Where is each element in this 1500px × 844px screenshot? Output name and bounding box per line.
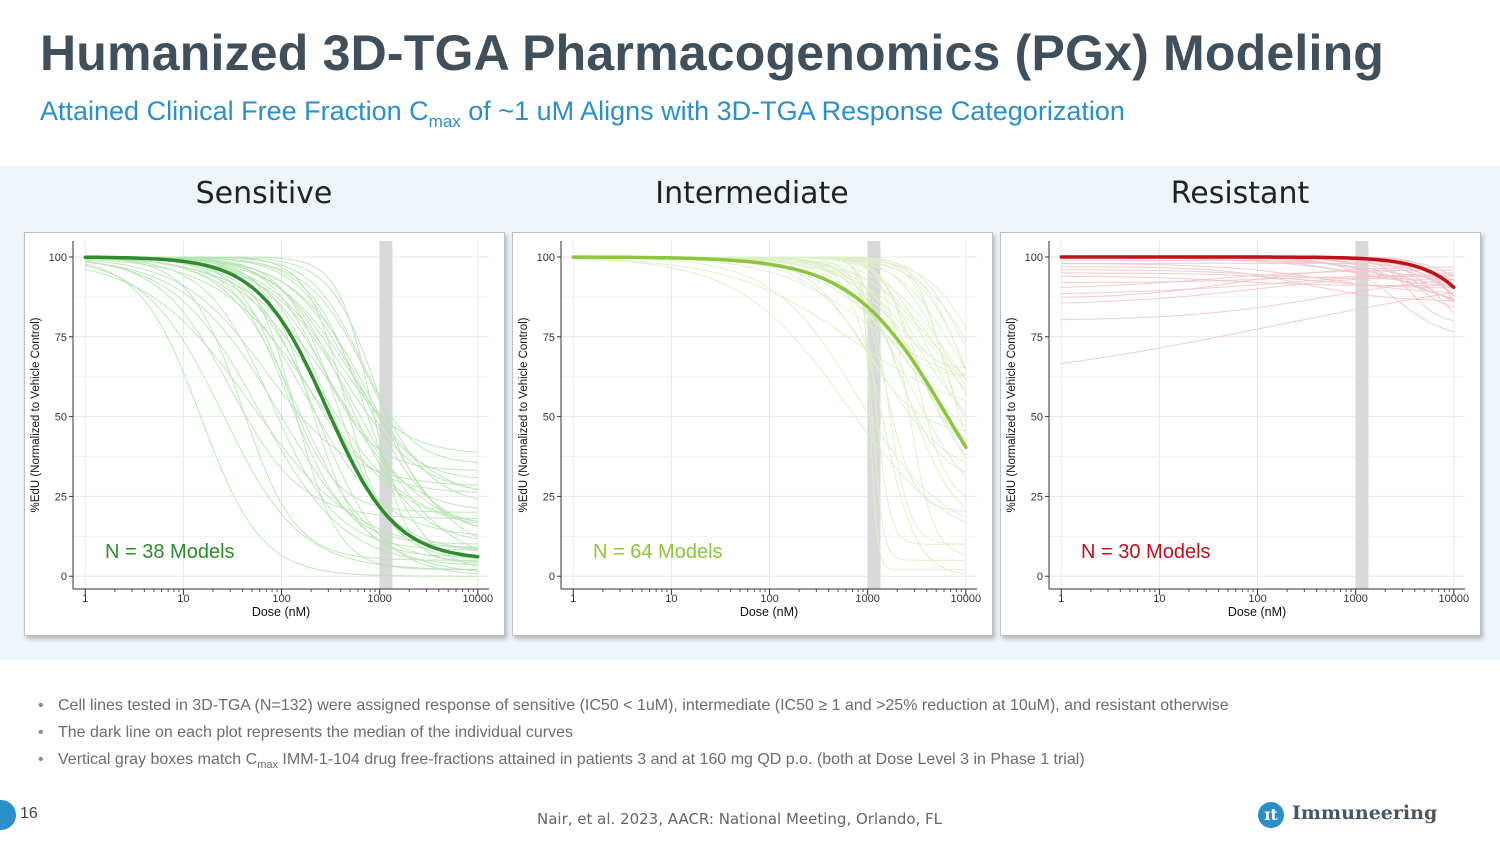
x-tick-label: 10000 bbox=[1439, 593, 1470, 605]
note-subscript: max bbox=[257, 759, 278, 771]
y-tick-label: 25 bbox=[1031, 491, 1043, 503]
individual-curve bbox=[85, 260, 478, 519]
individual-curve bbox=[1061, 292, 1454, 365]
x-tick-label: 1 bbox=[82, 593, 88, 605]
median-curve bbox=[83, 255, 480, 559]
subtitle-subscript: max bbox=[428, 112, 461, 131]
y-tick-label: 50 bbox=[1031, 412, 1043, 424]
y-axis-label: %EdU (Normalized to Vehicle Control) bbox=[30, 317, 42, 512]
panel-title-resistant: Resistant bbox=[1170, 176, 1310, 211]
slide-subtitle: Attained Clinical Free Fraction Cmax of … bbox=[40, 96, 1125, 132]
x-tick-label: 10000 bbox=[951, 593, 982, 605]
x-axis-label: Dose (nM) bbox=[252, 605, 310, 619]
individual-curve bbox=[85, 258, 478, 524]
y-tick-label: 75 bbox=[543, 332, 555, 344]
x-axis-label: Dose (nM) bbox=[1228, 605, 1286, 619]
x-tick-label: 1000 bbox=[1343, 593, 1367, 605]
individual-curve bbox=[1061, 262, 1455, 295]
models-count-label: N = 38 Models bbox=[105, 541, 235, 563]
x-tick-label: 10 bbox=[1153, 593, 1165, 605]
subtitle-suffix: of ~1 uM Aligns with 3D-TGA Response Cat… bbox=[460, 96, 1125, 126]
y-tick-label: 75 bbox=[55, 332, 67, 344]
chart-panel-intermediate: 1 10 100 1000 10000 0 25 50 75 100 Dose (nM) %EdU (… bbox=[512, 232, 993, 636]
chart-panel-sensitive: 1 10 100 1000 10000 0 25 50 75 100 Dose (nM) %EdU (… bbox=[24, 232, 505, 636]
page-marker bbox=[0, 800, 16, 830]
individual-curve bbox=[85, 268, 478, 551]
individual-curve bbox=[85, 261, 478, 566]
x-tick-label: 10 bbox=[177, 593, 189, 605]
note-item: Vertical gray boxes match Cmax IMM-1-104… bbox=[38, 750, 1229, 777]
x-axis-label: Dose (nM) bbox=[740, 605, 798, 619]
x-tick-label: 1 bbox=[1058, 593, 1064, 605]
median-curve bbox=[571, 255, 968, 449]
notes-list: Cell lines tested in 3D-TGA (N=132) were… bbox=[38, 696, 1229, 777]
page-number: 16 bbox=[20, 805, 38, 822]
note-item: Cell lines tested in 3D-TGA (N=132) were… bbox=[38, 696, 1229, 723]
y-tick-label: 0 bbox=[549, 571, 555, 583]
individual-curve bbox=[85, 263, 478, 577]
x-tick-label: 100 bbox=[272, 593, 290, 605]
cmax-box bbox=[1355, 241, 1369, 589]
y-tick-label: 100 bbox=[49, 252, 67, 264]
models-count-label: N = 30 Models bbox=[1081, 541, 1211, 563]
individual-curve bbox=[85, 265, 478, 570]
x-tick-label: 10000 bbox=[463, 593, 494, 605]
y-tick-label: 25 bbox=[55, 491, 67, 503]
individual-curve bbox=[1061, 274, 1454, 304]
individual-curve bbox=[1061, 279, 1454, 321]
individual-curve bbox=[573, 258, 966, 402]
y-tick-label: 100 bbox=[1025, 252, 1043, 264]
y-tick-label: 75 bbox=[1031, 332, 1043, 344]
individual-curve bbox=[85, 261, 478, 572]
company-logo-name: Immuneering bbox=[1292, 802, 1438, 824]
individual-curve bbox=[573, 258, 967, 524]
x-tick-label: 1000 bbox=[855, 593, 879, 605]
y-tick-label: 100 bbox=[537, 252, 555, 264]
chart-panel-resistant: 1 10 100 1000 10000 0 25 50 75 100 Dose (nM) %EdU (… bbox=[1000, 232, 1481, 636]
y-axis-label: %EdU (Normalized to Vehicle Control) bbox=[518, 317, 530, 512]
slide-title: Humanized 3D-TGA Pharmacogenomics (PGx) … bbox=[40, 25, 1385, 81]
y-tick-label: 50 bbox=[543, 412, 555, 424]
subtitle-prefix: Attained Clinical Free Fraction C bbox=[40, 96, 429, 126]
x-tick-label: 10 bbox=[665, 593, 677, 605]
y-axis-label: %EdU (Normalized to Vehicle Control) bbox=[1006, 317, 1018, 512]
x-tick-label: 1000 bbox=[367, 593, 391, 605]
y-tick-label: 25 bbox=[543, 491, 555, 503]
individual-curve bbox=[1061, 269, 1454, 280]
note-text: IMM-1-104 drug free-fractions attained i… bbox=[277, 751, 1085, 768]
individual-curve bbox=[1061, 259, 1454, 281]
individual-curve bbox=[1061, 272, 1454, 295]
individual-curve bbox=[85, 259, 478, 486]
y-tick-label: 0 bbox=[61, 571, 67, 583]
panel-title-sensitive: Sensitive bbox=[195, 176, 333, 211]
individual-curve bbox=[85, 257, 478, 551]
individual-curve bbox=[1061, 263, 1454, 294]
note-item: The dark line on each plot represents th… bbox=[38, 723, 1229, 750]
individual-curve bbox=[1061, 272, 1454, 289]
y-tick-label: 0 bbox=[1037, 571, 1043, 583]
individual-curve bbox=[1061, 266, 1454, 298]
note-text: Vertical gray boxes match C bbox=[58, 751, 258, 768]
company-logo-icon: ɪt bbox=[1258, 802, 1284, 828]
x-tick-label: 1 bbox=[570, 593, 576, 605]
median-curve bbox=[1059, 255, 1456, 290]
models-count-label: N = 64 Models bbox=[593, 541, 723, 563]
y-tick-label: 50 bbox=[55, 412, 67, 424]
x-tick-label: 100 bbox=[1248, 593, 1266, 605]
x-tick-label: 100 bbox=[760, 593, 778, 605]
panel-title-intermediate: Intermediate bbox=[655, 176, 849, 211]
citation: Nair, et al. 2023, AACR: National Meetin… bbox=[537, 810, 943, 828]
